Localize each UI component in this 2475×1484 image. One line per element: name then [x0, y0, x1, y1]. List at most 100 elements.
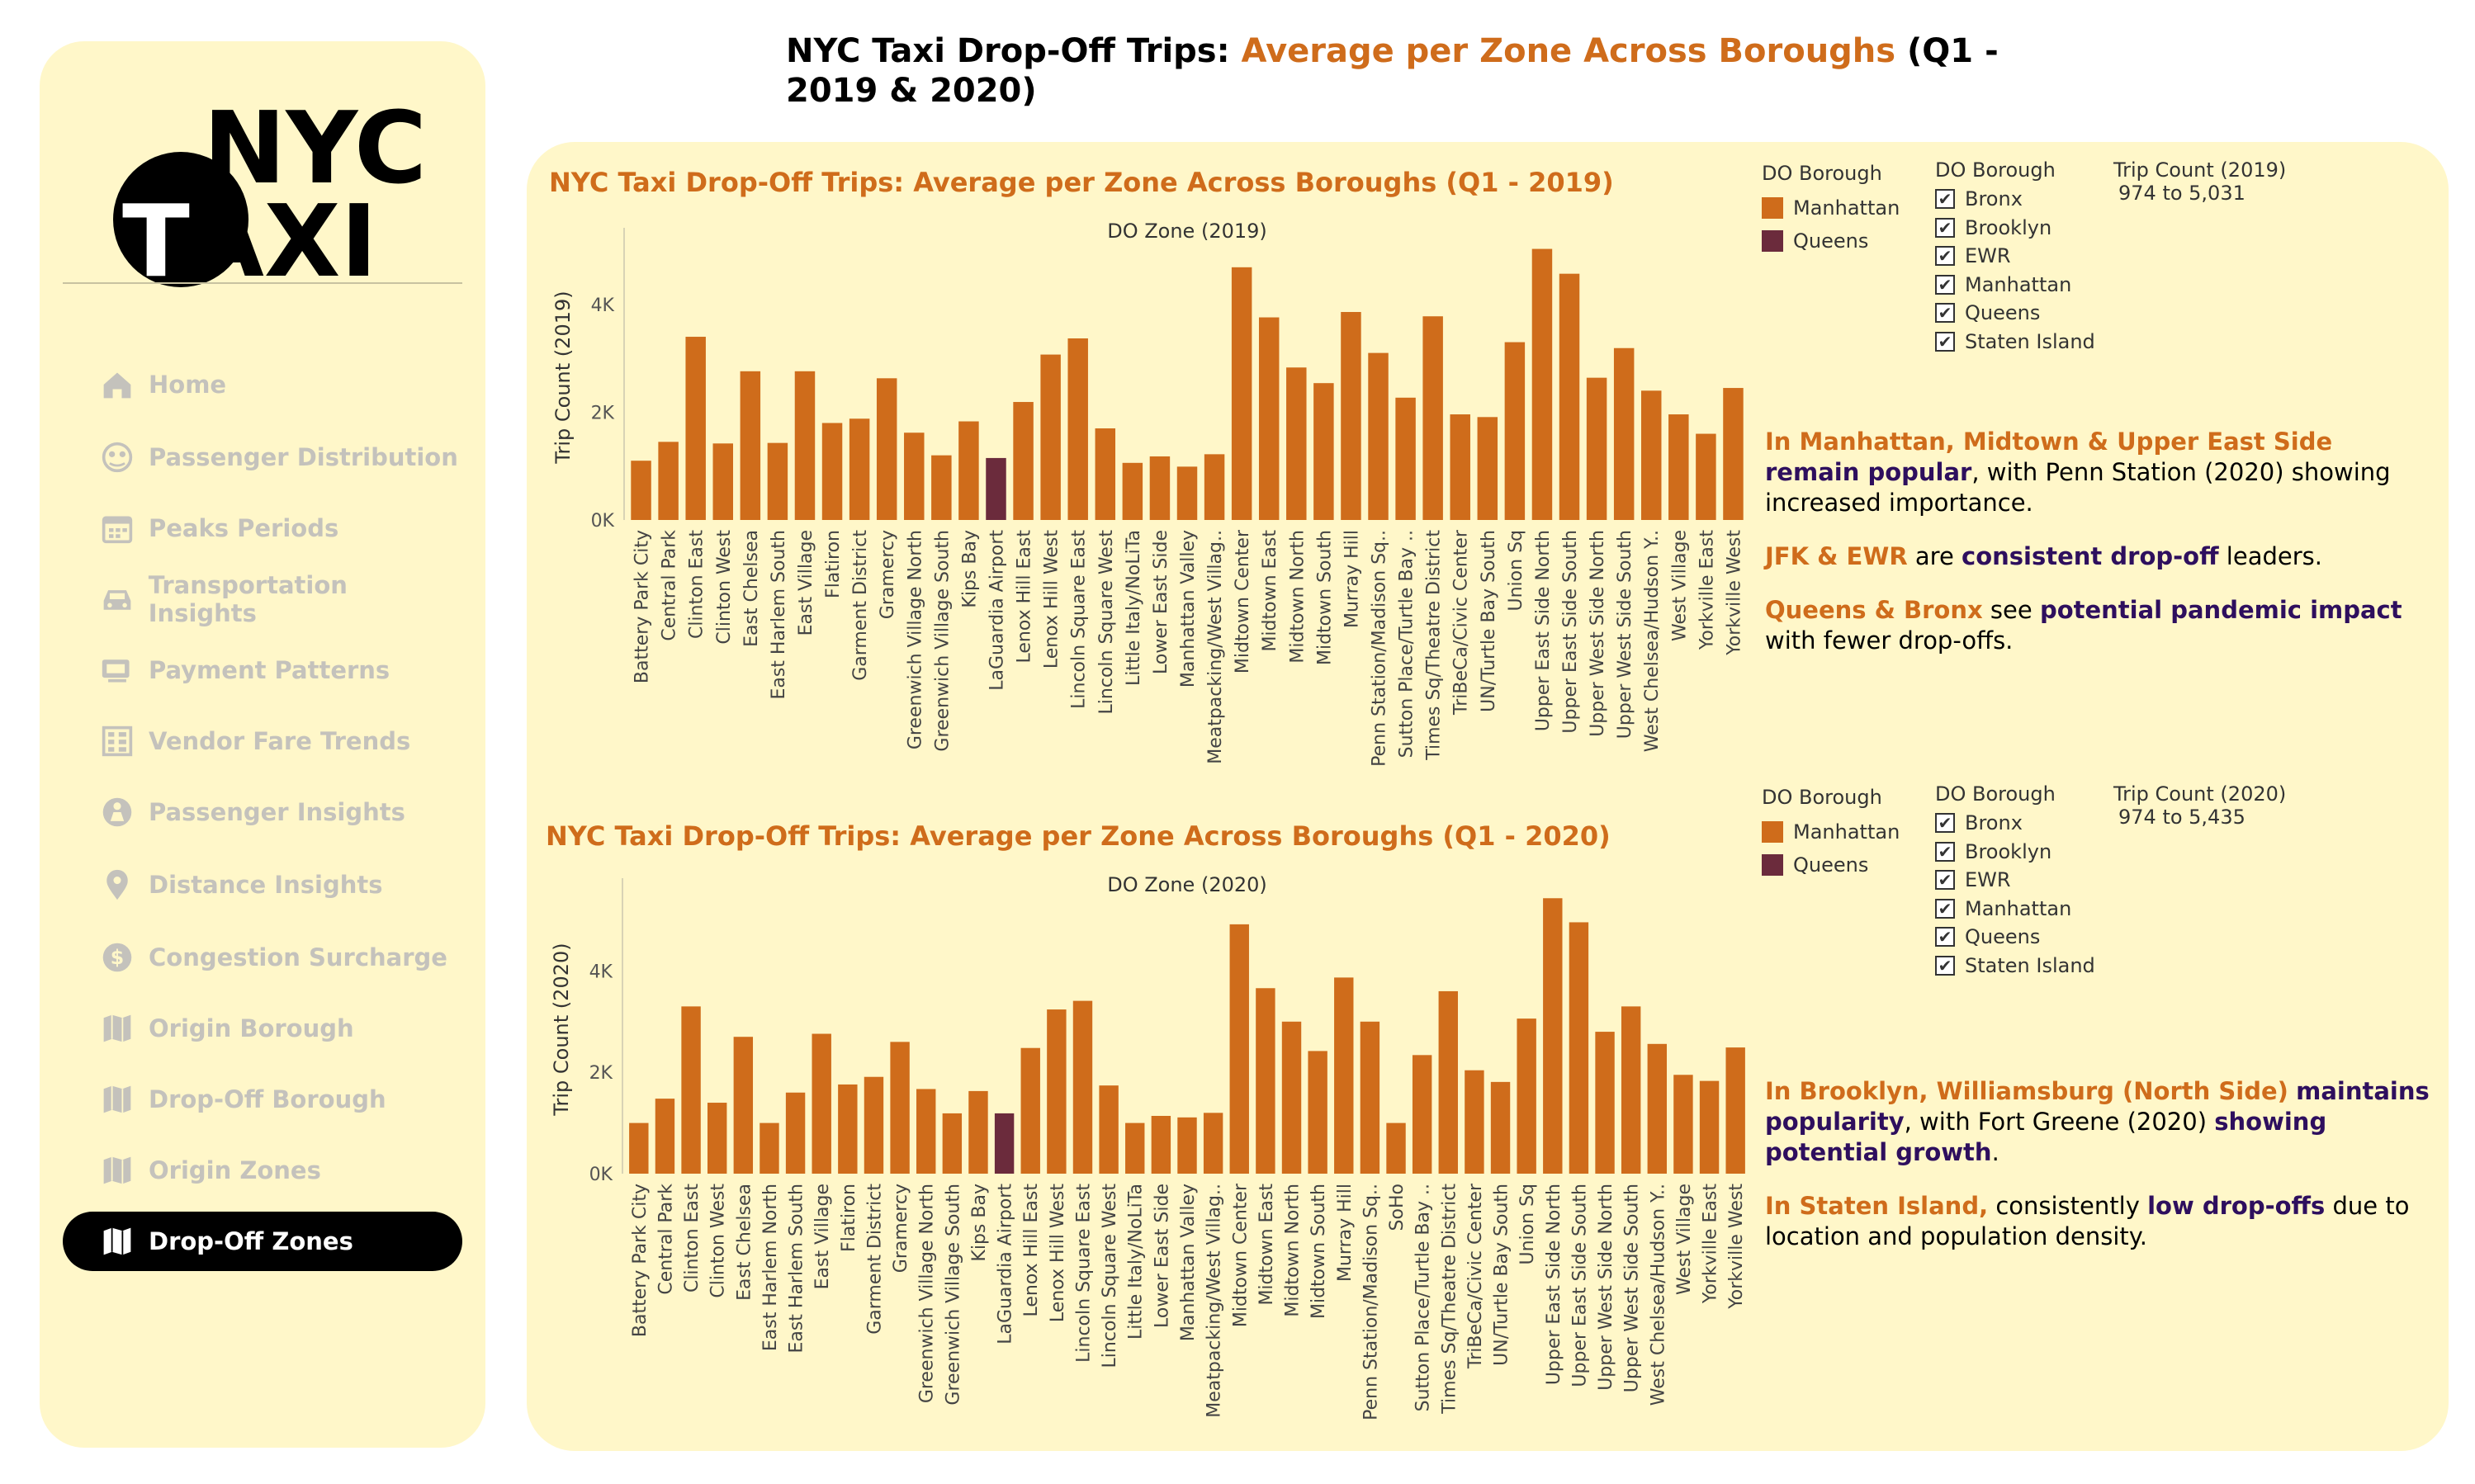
bar[interactable] — [760, 1122, 779, 1174]
bar[interactable] — [1559, 273, 1580, 520]
checkbox-checked[interactable]: ✔ — [1935, 331, 1955, 352]
bar[interactable] — [1020, 1047, 1040, 1174]
bar[interactable] — [681, 1006, 701, 1174]
bar[interactable] — [655, 1099, 675, 1174]
legend-item-queens[interactable]: Queens — [1762, 848, 1900, 881]
bar[interactable] — [1177, 1117, 1197, 1174]
sidebar-item-origin-zones[interactable]: Origin Zones — [63, 1141, 462, 1200]
bar[interactable] — [767, 442, 788, 520]
filter-option-brooklyn[interactable]: ✔ Brooklyn — [1935, 214, 2095, 243]
bar[interactable] — [1412, 1055, 1432, 1174]
bar[interactable] — [890, 1042, 910, 1174]
sidebar-item-peaks-periods[interactable]: Peaks Periods — [63, 499, 462, 558]
bar[interactable] — [1095, 428, 1116, 520]
bar[interactable] — [1465, 1070, 1484, 1174]
checkbox-checked[interactable]: ✔ — [1935, 274, 1955, 295]
checkbox-checked[interactable]: ✔ — [1935, 955, 1955, 976]
bar[interactable] — [849, 418, 870, 520]
checkbox-checked[interactable]: ✔ — [1935, 813, 1955, 834]
filter-option-brooklyn[interactable]: ✔ Brooklyn — [1935, 838, 2095, 867]
bar[interactable] — [1040, 354, 1061, 520]
bar[interactable] — [1067, 338, 1088, 520]
bar[interactable] — [968, 1090, 988, 1174]
bar[interactable] — [1641, 390, 1662, 520]
bar[interactable] — [1176, 466, 1198, 520]
bar[interactable] — [1586, 377, 1607, 520]
bar[interactable] — [1595, 1032, 1615, 1174]
bar[interactable] — [1422, 316, 1443, 520]
bar[interactable] — [658, 442, 679, 520]
bar[interactable] — [1647, 1043, 1668, 1174]
bar[interactable] — [1204, 454, 1225, 520]
bar[interactable] — [1723, 388, 1744, 520]
checkbox-checked[interactable]: ✔ — [1935, 841, 1955, 862]
bar[interactable] — [1668, 414, 1689, 520]
checkbox-checked[interactable]: ✔ — [1935, 303, 1955, 324]
filter-option-staten-island[interactable]: ✔ Staten Island — [1935, 328, 2095, 357]
bar[interactable] — [958, 421, 979, 520]
bar[interactable] — [1450, 414, 1470, 520]
bar[interactable] — [1673, 1075, 1693, 1174]
bar[interactable] — [685, 337, 706, 520]
bar[interactable] — [1047, 1009, 1067, 1174]
bar[interactable] — [1125, 1122, 1145, 1174]
legend-item-manhattan[interactable]: Manhattan — [1762, 815, 1900, 848]
bar[interactable] — [1543, 898, 1563, 1174]
bar[interactable] — [1477, 417, 1498, 520]
bar[interactable] — [1334, 977, 1354, 1174]
sidebar-item-payment-patterns[interactable]: Payment Patterns — [63, 640, 462, 700]
sidebar-item-origin-borough[interactable]: Origin Borough — [63, 999, 462, 1058]
filter-option-staten-island[interactable]: ✔ Staten Island — [1935, 952, 2095, 981]
bar[interactable] — [1696, 433, 1716, 520]
bar[interactable] — [1122, 462, 1143, 520]
bar[interactable] — [1072, 1000, 1093, 1174]
bar[interactable] — [1149, 456, 1171, 520]
legend-item-queens[interactable]: Queens — [1762, 224, 1900, 258]
bar[interactable] — [1368, 352, 1389, 520]
bar[interactable] — [1281, 1021, 1302, 1174]
filter-option-queens[interactable]: ✔ Queens — [1935, 299, 2095, 328]
legend-item-manhattan[interactable]: Manhattan — [1762, 191, 1900, 224]
sidebar-item-passenger-insights[interactable]: Passenger Insights — [63, 782, 462, 842]
bar[interactable] — [1490, 1081, 1511, 1174]
bar[interactable] — [1203, 1113, 1223, 1174]
bar[interactable] — [904, 432, 925, 520]
checkbox-checked[interactable]: ✔ — [1935, 927, 1955, 948]
sidebar-item-distance-insights[interactable]: Distance Insights — [63, 855, 462, 915]
bar[interactable] — [712, 443, 733, 520]
bar[interactable] — [1360, 1021, 1380, 1174]
checkbox-checked[interactable]: ✔ — [1935, 189, 1955, 210]
bar[interactable] — [1231, 267, 1252, 520]
bar[interactable] — [1438, 990, 1458, 1174]
bar[interactable] — [1151, 1116, 1171, 1174]
bar[interactable] — [876, 378, 897, 520]
bar[interactable] — [1258, 317, 1280, 520]
bar[interactable] — [1386, 1122, 1406, 1174]
checkbox-checked[interactable]: ✔ — [1935, 870, 1955, 891]
filter-option-manhattan[interactable]: ✔ Manhattan — [1935, 271, 2095, 300]
filter-option-manhattan[interactable]: ✔ Manhattan — [1935, 895, 2095, 924]
checkbox-checked[interactable]: ✔ — [1935, 246, 1955, 267]
bar[interactable] — [1613, 347, 1635, 520]
checkbox-checked[interactable]: ✔ — [1935, 898, 1955, 919]
bar[interactable] — [931, 455, 952, 520]
sidebar-item-congestion-surcharge[interactable]: $ Congestion Surcharge — [63, 928, 462, 987]
bar[interactable] — [1517, 1018, 1536, 1174]
bar[interactable] — [1013, 402, 1034, 520]
bar[interactable] — [1308, 1051, 1327, 1174]
filter-option-ewr[interactable]: ✔ EWR — [1935, 242, 2095, 271]
bar[interactable] — [707, 1103, 727, 1174]
bar[interactable] — [838, 1084, 858, 1174]
bar[interactable] — [812, 1033, 831, 1174]
bar[interactable] — [740, 371, 761, 520]
sidebar-item-drop-off-borough[interactable]: Drop-Off Borough — [63, 1070, 462, 1129]
bar[interactable] — [916, 1089, 936, 1174]
checkbox-checked[interactable]: ✔ — [1935, 217, 1955, 238]
filter-option-bronx[interactable]: ✔ Bronx — [1935, 185, 2095, 214]
bar[interactable] — [1504, 342, 1526, 520]
sidebar-item-transportation-insights[interactable]: Transportation Insights — [63, 569, 462, 629]
bar[interactable] — [986, 457, 1006, 520]
bar[interactable] — [942, 1113, 963, 1174]
bar[interactable] — [733, 1037, 754, 1174]
bar[interactable] — [629, 1122, 649, 1174]
